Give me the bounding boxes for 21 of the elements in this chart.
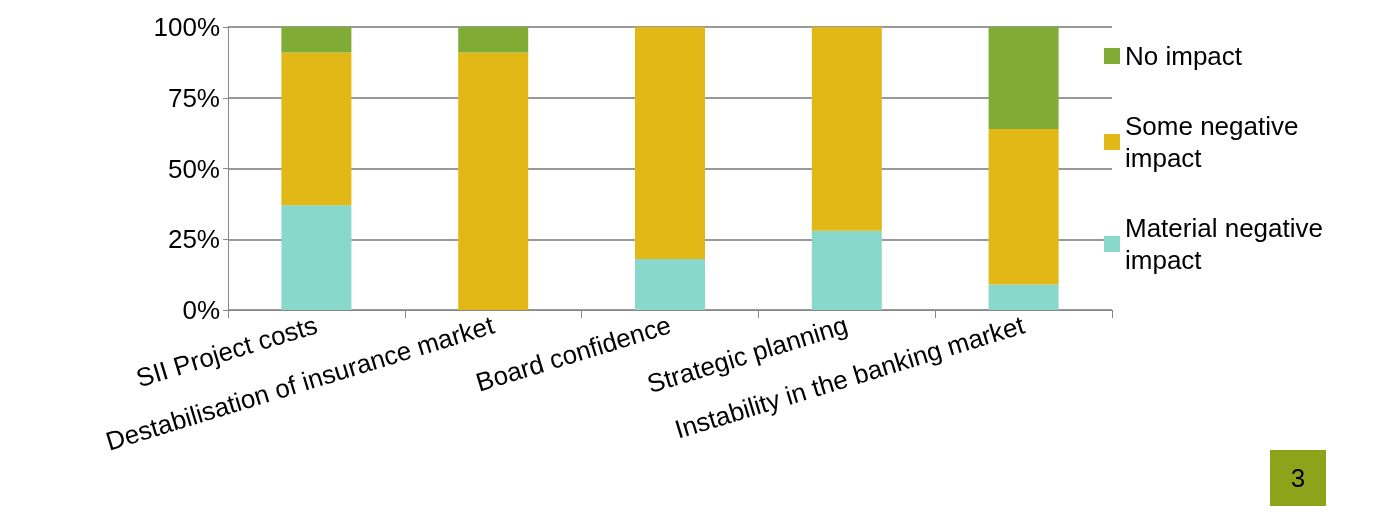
bar xyxy=(281,27,352,53)
bar xyxy=(811,27,882,231)
y-tick-label: 100% xyxy=(153,12,220,42)
text: 3 xyxy=(1290,463,1306,493)
y-tick-label: 50% xyxy=(167,153,220,184)
bar xyxy=(281,205,352,310)
bar xyxy=(458,27,529,53)
y-tick-label: 75% xyxy=(167,82,220,113)
legend-label: No impact xyxy=(1125,41,1243,71)
bar xyxy=(811,230,882,310)
bar xyxy=(988,27,1059,129)
legend-label: Material negative impact xyxy=(1125,213,1331,275)
bar xyxy=(988,284,1059,310)
bar xyxy=(635,259,705,310)
legend-label: Some negative impact xyxy=(1125,111,1306,173)
y-tick-label: 25% xyxy=(167,224,220,255)
y-tick-label: 0% xyxy=(182,295,220,325)
bar xyxy=(635,27,705,260)
bar xyxy=(281,52,352,206)
bar xyxy=(988,128,1059,285)
bar xyxy=(458,52,529,310)
